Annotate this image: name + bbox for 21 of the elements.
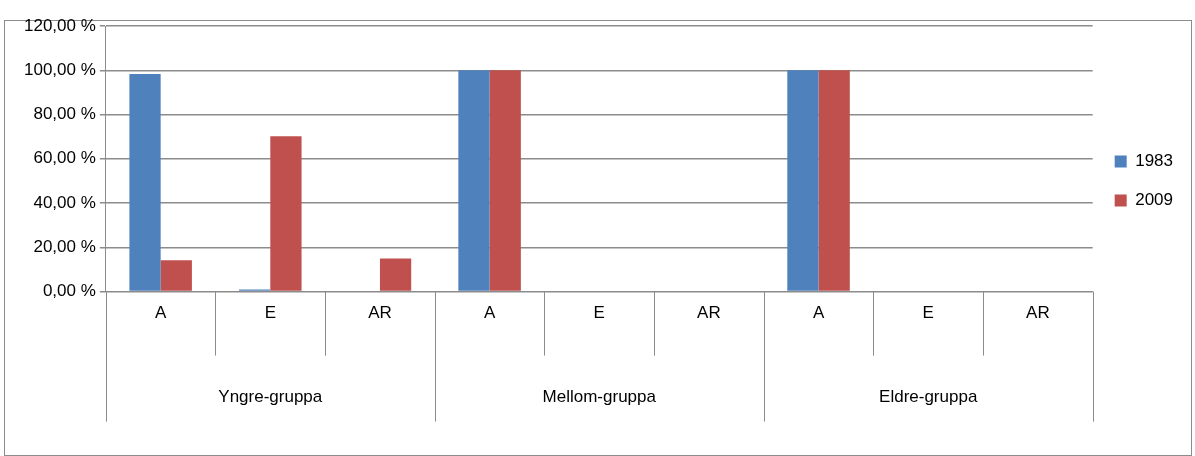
legend-label: 2009 xyxy=(1135,190,1174,210)
x-tick-label: AR xyxy=(368,303,392,323)
y-tick-label: 100,00 % xyxy=(23,59,96,79)
y-tick-label: 80,00 % xyxy=(33,104,96,124)
x-tick-label: A xyxy=(812,303,825,323)
x-tick-label: E xyxy=(264,303,276,323)
text: Eldre-gruppa xyxy=(879,387,978,407)
x-tick-label: A xyxy=(483,303,496,323)
text: Yngre-gruppa xyxy=(218,387,323,407)
y-tick-label: 40,00 % xyxy=(33,192,96,212)
y-tick-label: 0,00 % xyxy=(42,281,96,301)
x-tick-label: A xyxy=(154,303,167,323)
legend-label: 1983 xyxy=(1135,151,1174,171)
text: Mellom-gruppa xyxy=(542,387,657,407)
x-tick-label: E xyxy=(593,303,605,323)
x-tick-label: E xyxy=(922,303,934,323)
x-tick-label: AR xyxy=(697,303,721,323)
y-tick-label: 60,00 % xyxy=(33,148,96,168)
x-tick-label: AR xyxy=(1026,303,1050,323)
y-tick-label: 120,00 % xyxy=(23,15,96,35)
y-tick-label: 20,00 % xyxy=(33,237,96,257)
